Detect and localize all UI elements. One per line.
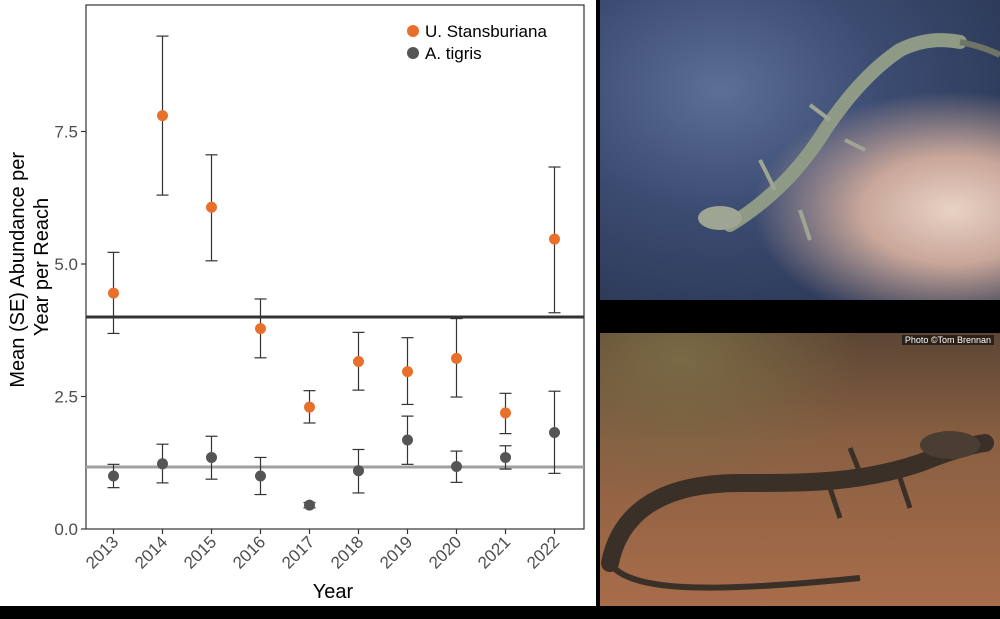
lizard-silhouette-top — [698, 33, 1000, 241]
legend-marker — [407, 47, 419, 59]
x-tick-label: 2021 — [474, 532, 514, 572]
x-tick-label: 2022 — [523, 532, 563, 572]
y-axis-title: Mean (SE) Abundance per Year per Reach — [7, 146, 53, 387]
legend-marker — [407, 25, 419, 37]
photo-credit: Photo ©Tom Brennan — [901, 335, 994, 345]
x-tick-label: 2013 — [82, 532, 122, 572]
data-point-tigris — [255, 470, 266, 482]
data-point-tigris — [206, 451, 217, 463]
y-tick-label: 2.5 — [54, 388, 78, 407]
data-point-tigris — [108, 470, 119, 482]
y-axis-title-line-1: Mean (SE) Abundance per — [7, 152, 29, 388]
x-tick-label: 2019 — [376, 532, 416, 572]
legend-label: A. tigris — [425, 44, 482, 63]
x-tick-label: 2014 — [131, 532, 171, 572]
data-point-tigris — [353, 465, 364, 477]
x-tick-label: 2015 — [180, 532, 220, 572]
x-tick-label: 2018 — [327, 532, 367, 572]
y-tick-label: 0.0 — [54, 520, 78, 539]
data-point-tigris — [549, 427, 560, 439]
data-point-stansburiana — [353, 356, 364, 368]
data-point-stansburiana — [549, 233, 560, 245]
chart-svg: 0.0 2.5 5.0 7.5 2013 2014 2015 2016 2017 2018 201… — [7, 4, 585, 603]
y-tick-label: 5.0 — [54, 255, 78, 274]
whiptail-lizard-photo: Photo ©Tom Brennan — [600, 333, 1000, 606]
data-point-stansburiana — [304, 401, 315, 413]
lizard-silhouette-bottom — [601, 431, 994, 591]
data-point-stansburiana — [206, 201, 217, 213]
data-point-tigris — [157, 458, 168, 470]
data-point-stansburiana — [255, 323, 266, 335]
data-point-stansburiana — [157, 110, 168, 122]
data-point-stansburiana — [402, 366, 413, 378]
x-tick-label: 2016 — [229, 532, 269, 572]
x-axis-title: Year — [313, 581, 354, 603]
data-point-stansburiana — [451, 352, 462, 364]
data-point-stansburiana — [500, 407, 511, 419]
x-tick-label: 2020 — [425, 532, 465, 572]
legend-label: U. Stansburiana — [425, 22, 547, 41]
y-tick-label: 7.5 — [54, 123, 78, 142]
chart-panel: 0.0 2.5 5.0 7.5 2013 2014 2015 2016 2017 2018 201… — [0, 0, 596, 606]
data-point-tigris — [500, 451, 511, 463]
data-point-tigris — [304, 499, 315, 511]
side-blotched-lizard-photo — [600, 0, 1000, 300]
data-point-tigris — [451, 460, 462, 472]
plot-frame — [85, 4, 585, 530]
data-point-stansburiana — [108, 287, 119, 299]
x-tick-label: 2017 — [278, 532, 318, 572]
y-axis-title-line-2: Year per Reach — [31, 198, 53, 336]
data-point-tigris — [402, 434, 413, 446]
